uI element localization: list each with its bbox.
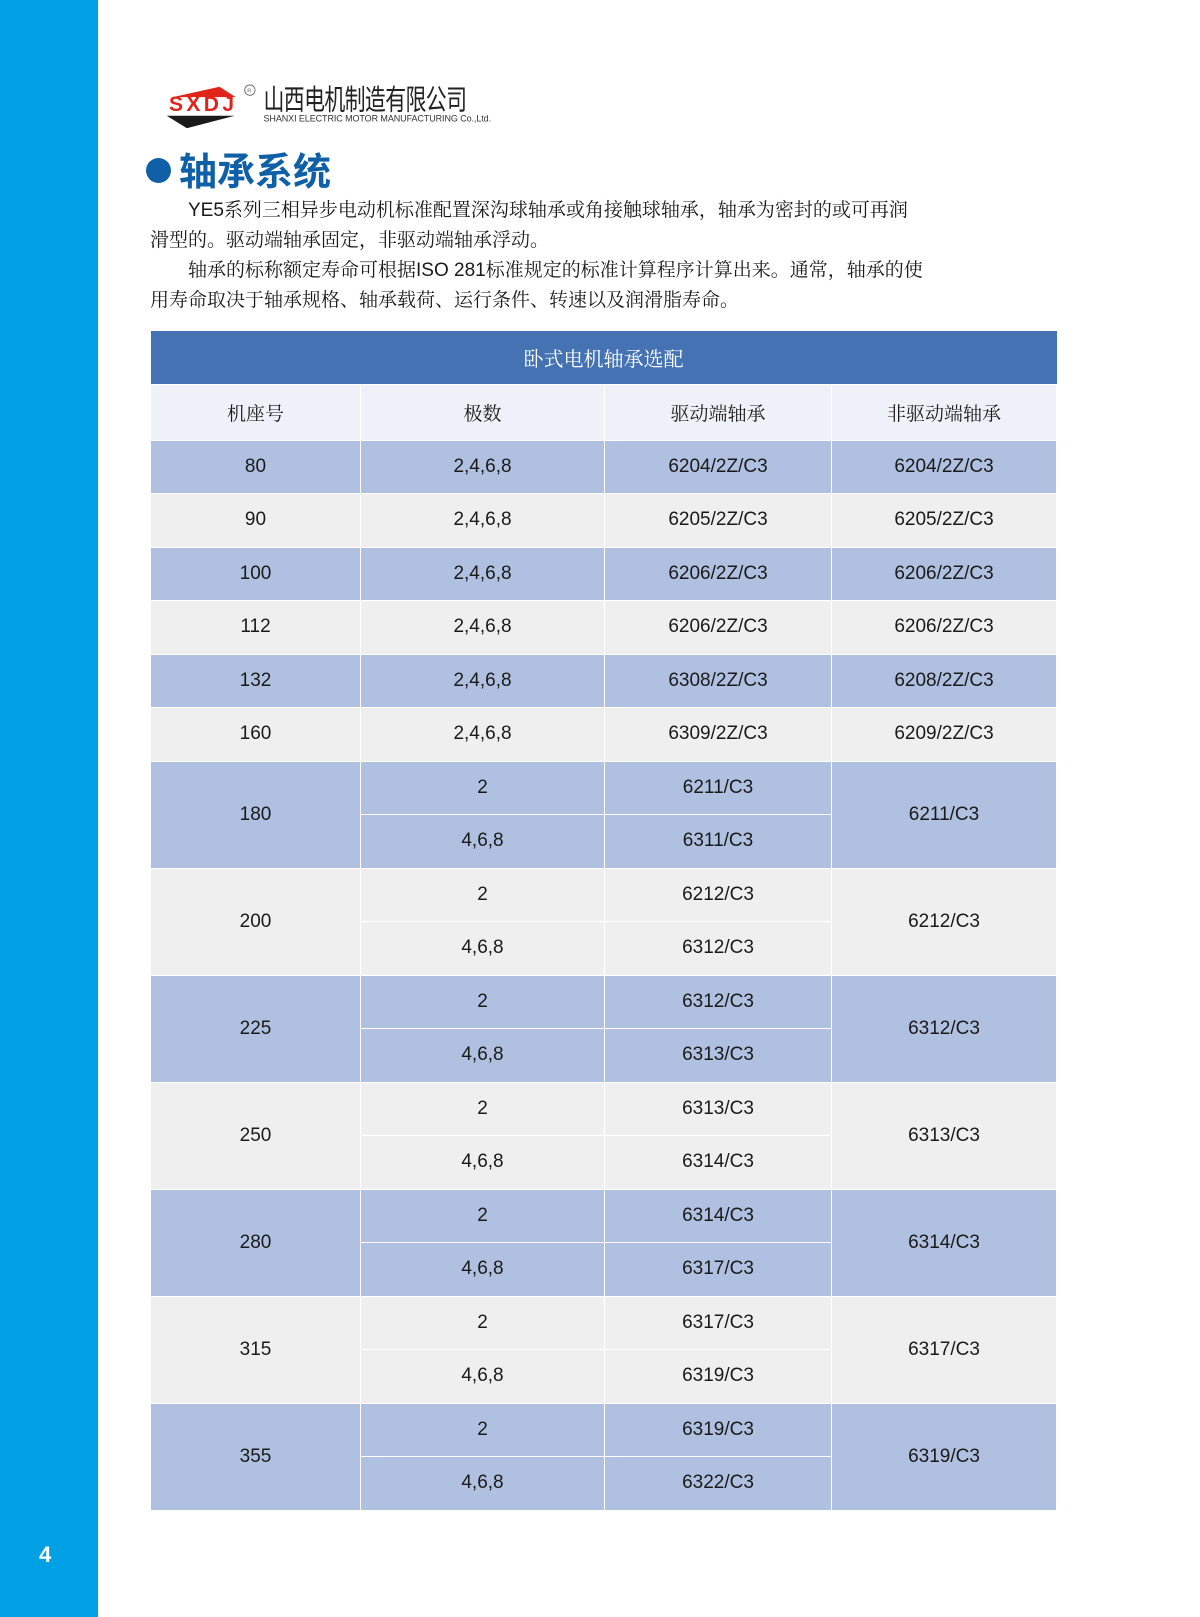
svg-text:R: R (247, 89, 251, 95)
svg-text:SHANXI ELECTRIC MOTOR MANUFACT: SHANXI ELECTRIC MOTOR MANUFACTURING Co.,… (264, 114, 492, 124)
svg-text:山西电机制造有限公司: 山西电机制造有限公司 (264, 84, 468, 116)
